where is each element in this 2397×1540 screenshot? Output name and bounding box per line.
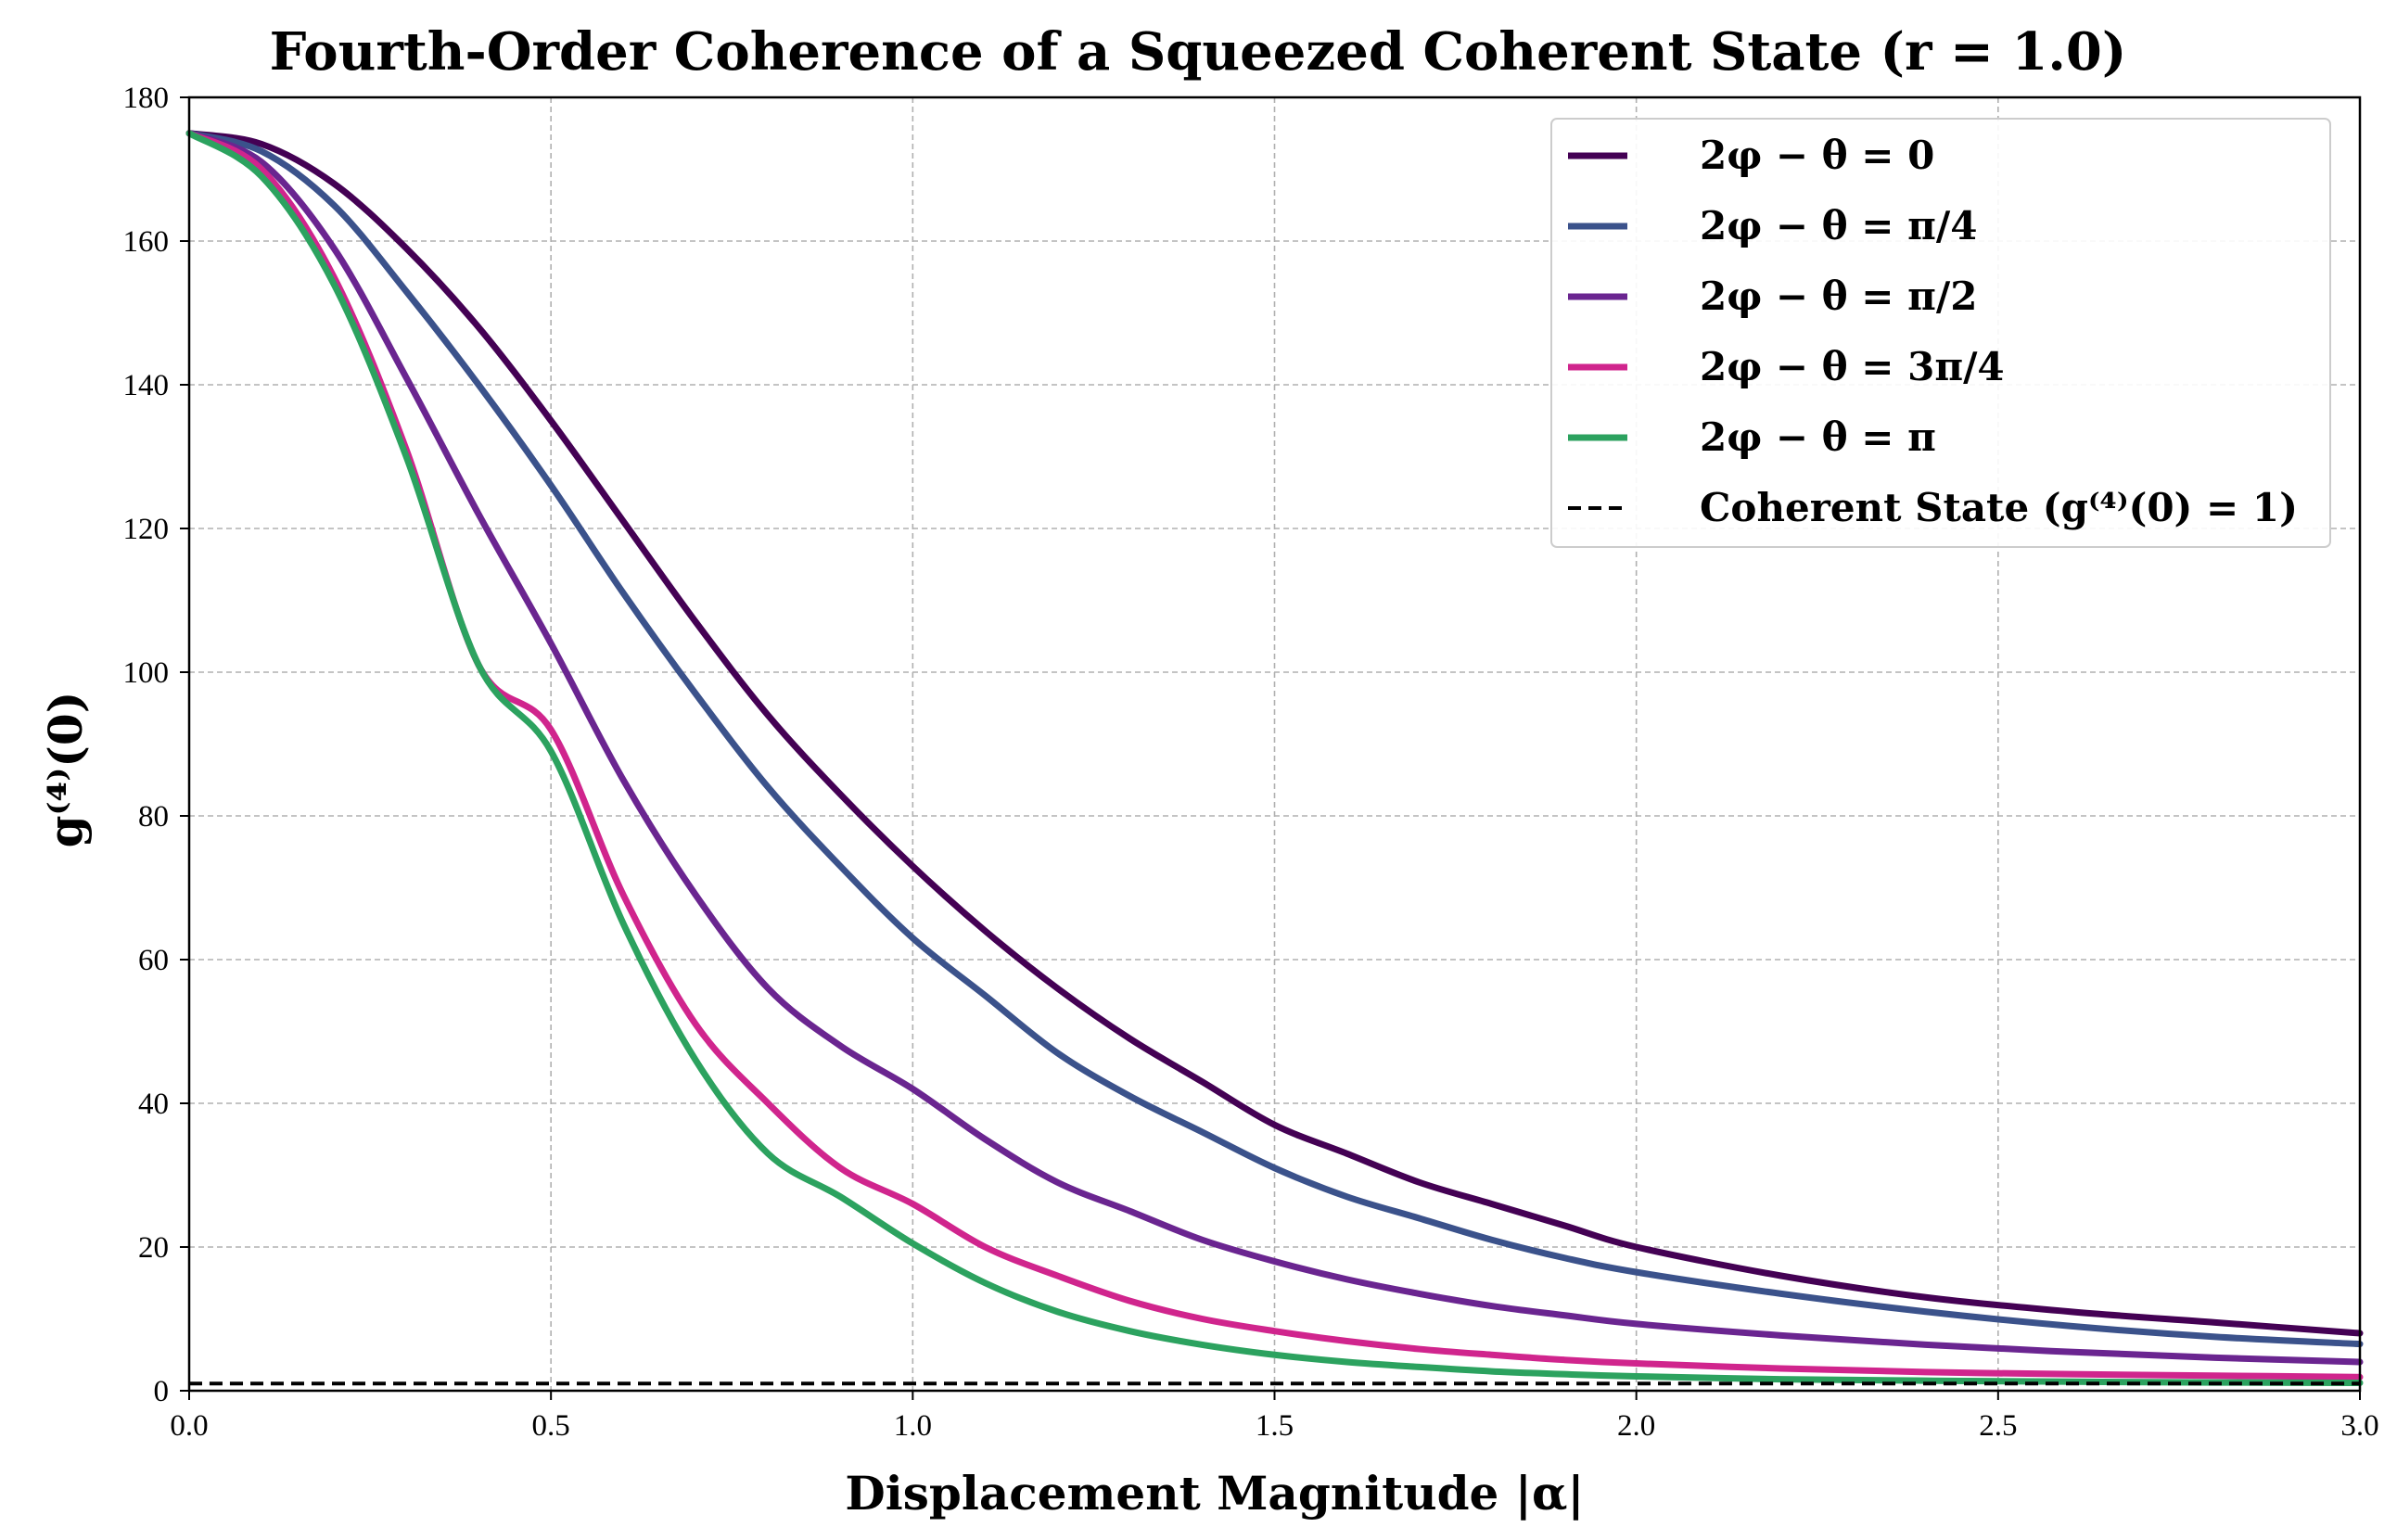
x-tick-label: 0.5	[532, 1409, 570, 1443]
y-axis-label: g⁽⁴⁾(0)	[38, 692, 93, 848]
y-tick-label: 20	[138, 1231, 169, 1265]
x-tick-label: 2.0	[1617, 1409, 1655, 1443]
legend: 2φ − θ = 0 2φ − θ = π/4 2φ − θ = π/2 2φ − θ…	[1550, 118, 2331, 548]
tick-layer: 0.0 0.5 1.0 1.5 2.0 2.5 3.0 0 20 40 60 80 100 120 140 1…	[123, 82, 2379, 1443]
y-tick-label: 60	[138, 944, 169, 977]
y-tick-label: 80	[138, 800, 169, 834]
series-line-0	[185, 130, 2364, 1337]
legend-label-5: Coherent State (g⁽⁴⁾(0) = 1)	[1700, 485, 2298, 530]
legend-label-4: 2φ − θ = π	[1700, 414, 1936, 460]
y-tick-label: 100	[123, 656, 170, 690]
x-tick-label: 3.0	[2340, 1409, 2378, 1443]
legend-label-0: 2φ − θ = 0	[1700, 133, 1934, 178]
series-line-2	[185, 130, 2364, 1366]
legend-label-1: 2φ − θ = π/4	[1700, 203, 1977, 248]
legend-label-3: 2φ − θ = 3π/4	[1700, 344, 2005, 389]
x-tick-label: 0.0	[170, 1409, 208, 1443]
x-tick-label: 2.5	[1979, 1409, 2017, 1443]
y-tick-label: 140	[123, 369, 170, 402]
x-tick-label: 1.0	[894, 1409, 932, 1443]
y-tick-label: 180	[123, 82, 170, 115]
series-line-1	[185, 130, 2364, 1348]
legend-items: 2φ − θ = 0 2φ − θ = π/4 2φ − θ = π/2 2φ − θ…	[1568, 133, 2298, 530]
series-layer	[185, 130, 2364, 1386]
legend-box	[1550, 118, 2331, 548]
y-tick-label: 0	[154, 1375, 170, 1408]
chart-title: Fourth-Order Coherence of a Squeezed Coh…	[270, 21, 2127, 83]
x-axis-label: Displacement Magnitude |α|	[845, 1466, 1584, 1521]
y-tick-label: 160	[123, 225, 170, 259]
series-line-4	[185, 130, 2364, 1386]
x-tick-label: 1.5	[1256, 1409, 1294, 1443]
legend-label-2: 2φ − θ = π/2	[1700, 274, 1977, 319]
y-tick-label: 40	[138, 1088, 169, 1121]
y-tick-label: 120	[123, 513, 170, 546]
